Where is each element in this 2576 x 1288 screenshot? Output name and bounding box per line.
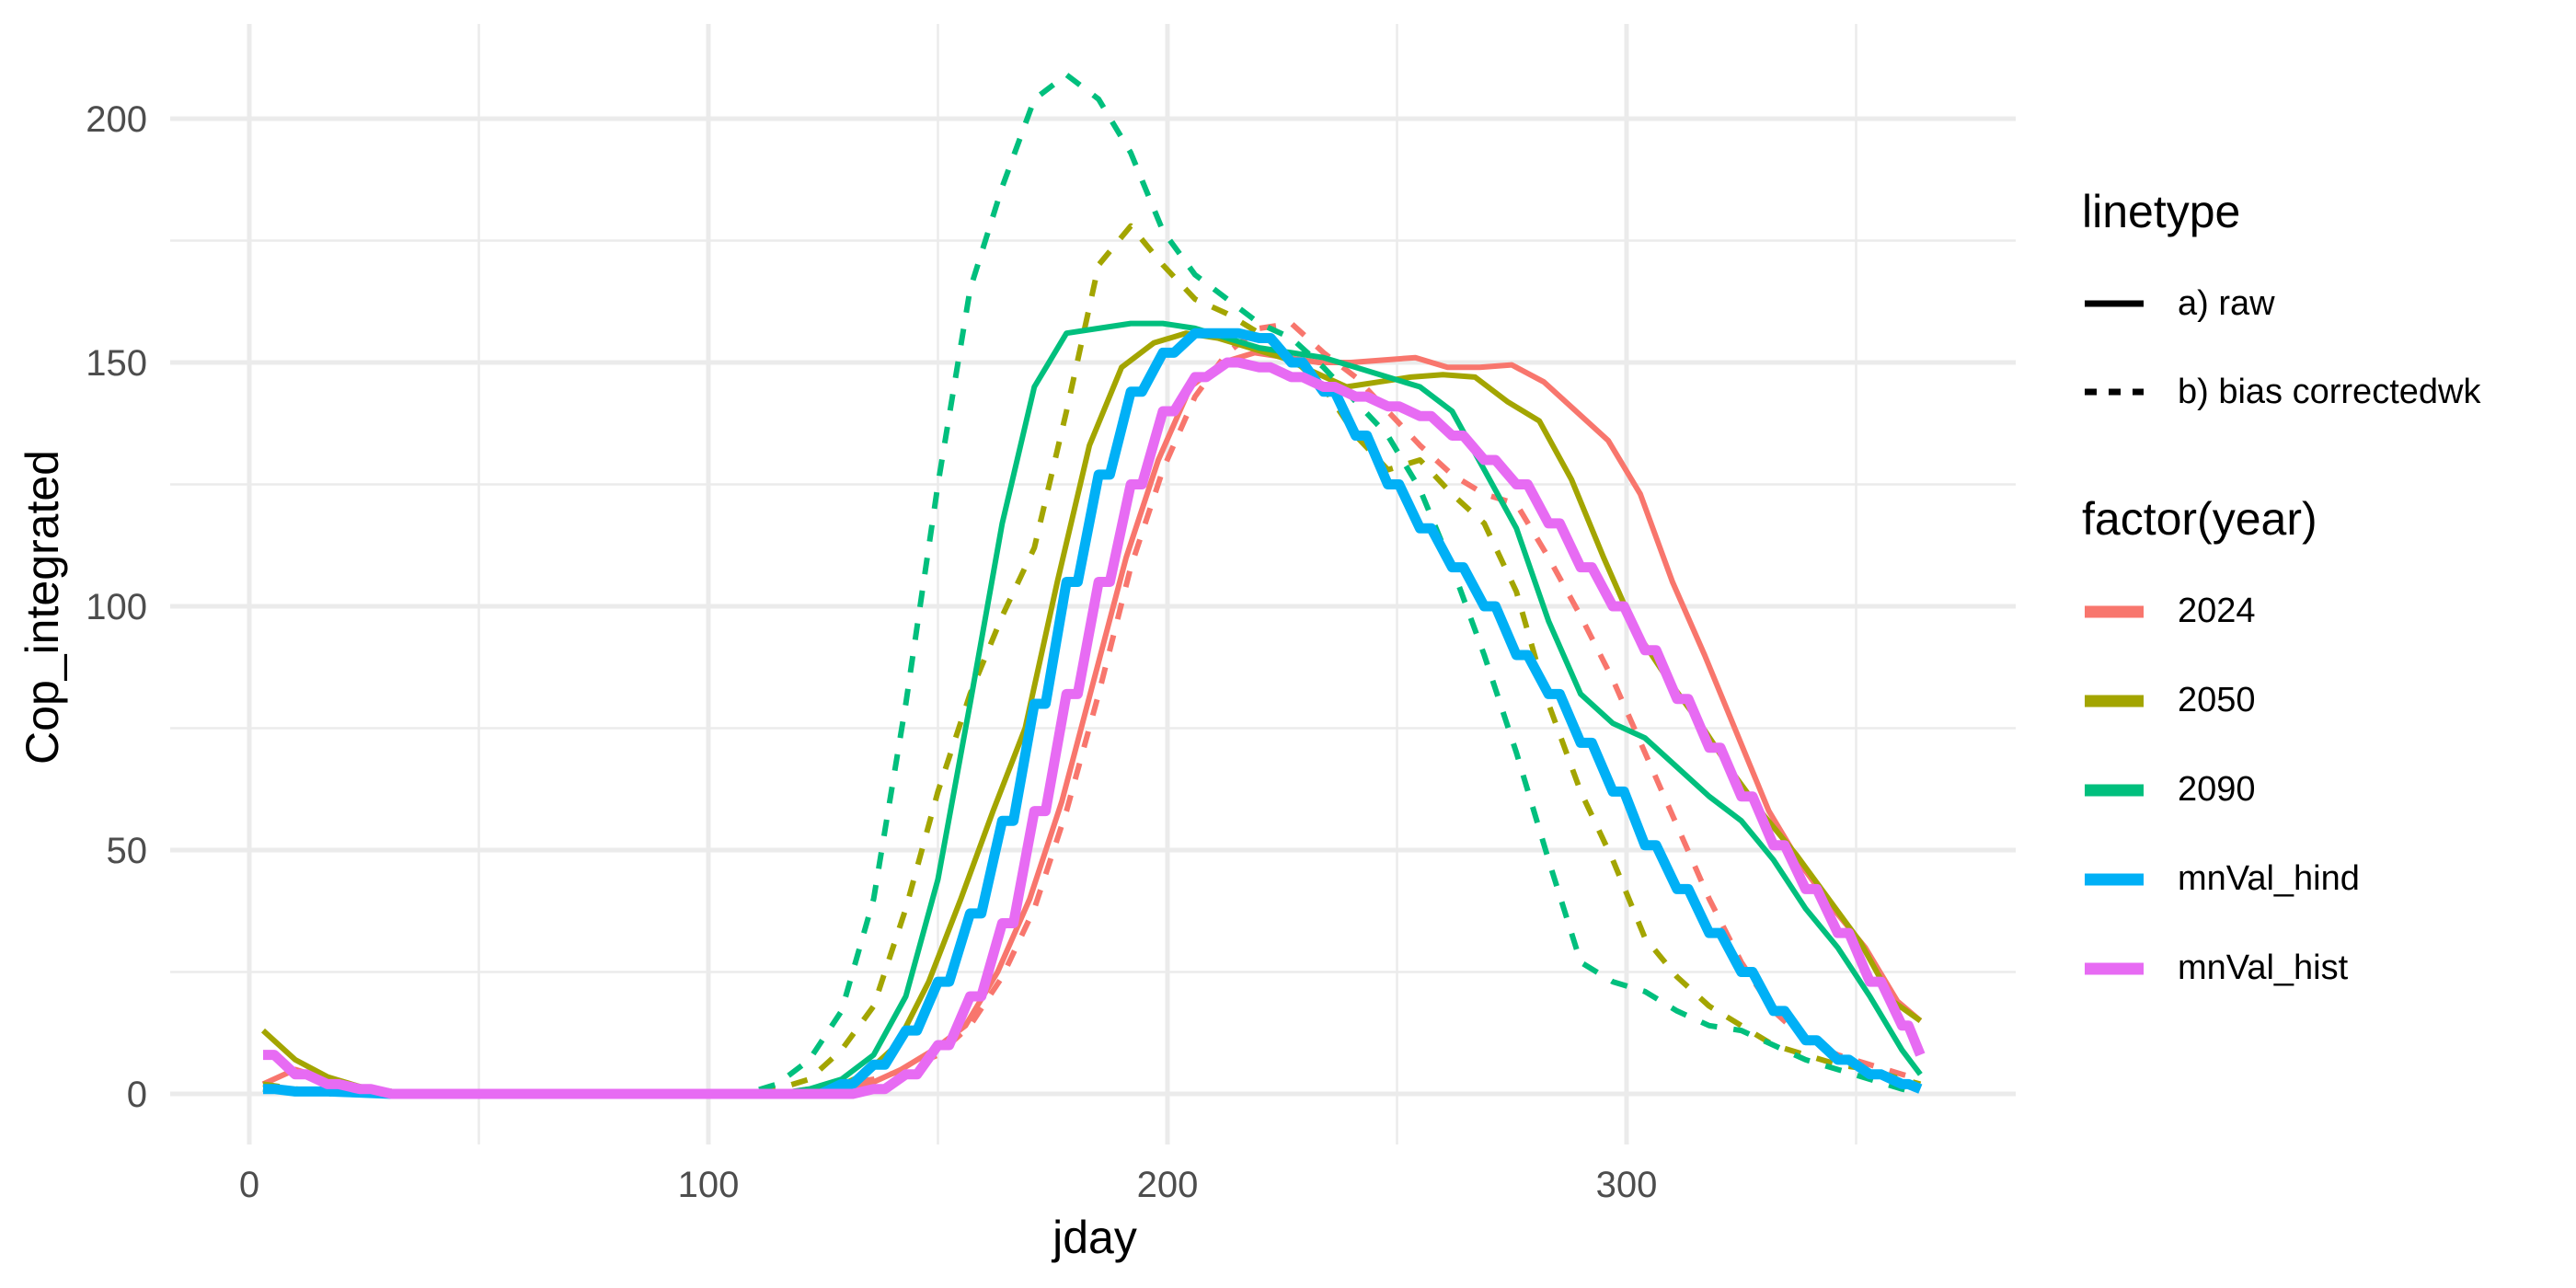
legend: linetype a) raw b) bias correctedwk fact…: [2082, 184, 2480, 1068]
x-axis-title: jday: [1051, 1212, 1137, 1263]
data-lines: [260, 72, 1926, 1099]
dashed-line-icon: [2082, 367, 2146, 417]
color-swatch-icon: [2082, 676, 2146, 726]
legend-item-mnval-hist: mnVal_hist: [2082, 924, 2480, 1013]
y-axis-title: Cop_integrated: [17, 450, 68, 765]
series-line-2024-bias-corrected: [262, 320, 1922, 1097]
legend-label: 2090: [2178, 770, 2256, 809]
legend-label: 2024: [2178, 592, 2256, 630]
legend-label: 2050: [2178, 681, 2256, 719]
series-line-2090-bias-corrected: [262, 72, 1922, 1097]
series-line-2050-bias-corrected: [262, 223, 1922, 1097]
y-tick-label: 150: [86, 343, 147, 384]
x-tick-label: 200: [1137, 1165, 1199, 1205]
color-swatch-icon: [2082, 765, 2146, 815]
legend-title-year: factor(year): [2082, 493, 2317, 545]
linetype-legend: linetype a) raw b) bias correctedwk: [2082, 184, 2480, 436]
solid-line-icon: [2082, 279, 2146, 328]
legend-item-raw: a) raw: [2082, 259, 2480, 348]
series-line-mnval-hist-raw: [262, 357, 1926, 1099]
legend-label: b) bias correctedwk: [2178, 372, 2481, 411]
legend-label: mnVal_hind: [2178, 859, 2360, 898]
legend-label: mnVal_hist: [2178, 949, 2349, 987]
color-swatch-icon: [2082, 587, 2146, 637]
y-tick-label: 100: [86, 587, 147, 627]
y-tick-label: 200: [86, 99, 147, 140]
legend-item-2050: 2050: [2082, 656, 2480, 745]
y-tick-label: 50: [107, 831, 148, 871]
legend-item-bias-corrected: b) bias correctedwk: [2082, 348, 2480, 436]
legend-item-2024: 2024: [2082, 567, 2480, 656]
x-tick-label: 300: [1596, 1165, 1658, 1205]
x-tick-label: 100: [678, 1165, 740, 1205]
color-swatch-icon: [2082, 855, 2146, 904]
color-legend: factor(year) 2024 2050 2090 mnVal_hind m…: [2082, 491, 2480, 1013]
y-axis-tick-labels: 0 50 100 150 200: [86, 99, 147, 1115]
legend-item-mnval-hind: mnVal_hind: [2082, 834, 2480, 924]
x-axis-tick-labels: 0 100 200 300: [239, 1165, 1658, 1205]
y-tick-label: 0: [127, 1075, 147, 1115]
legend-title-linetype: linetype: [2082, 186, 2241, 237]
legend-label: a) raw: [2178, 283, 2275, 323]
series-line-2024-raw: [261, 350, 1923, 1097]
legend-item-2090: 2090: [2082, 745, 2480, 834]
color-swatch-icon: [2082, 944, 2146, 994]
x-tick-label: 0: [239, 1165, 259, 1205]
major-gridlines: [170, 24, 2016, 1144]
